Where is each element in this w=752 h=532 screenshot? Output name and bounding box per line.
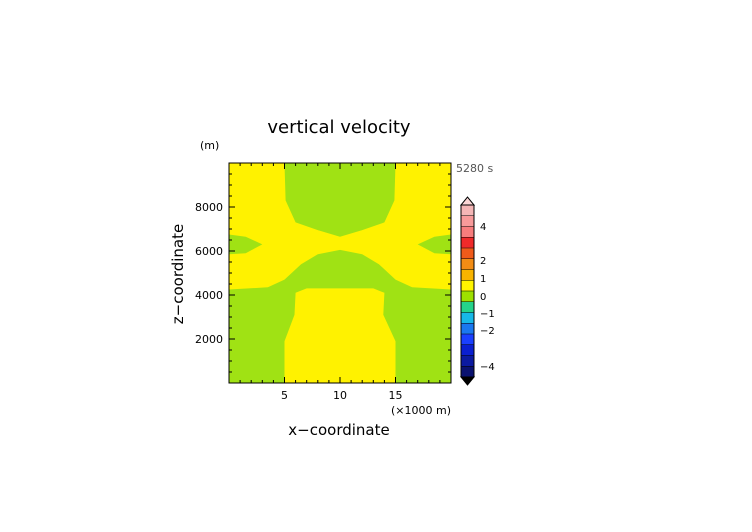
colorbar-bin [461,237,474,249]
colorbar-label: −4 [480,362,495,373]
x-axis-title: x−coordinate [288,421,389,439]
colorbar-label: 4 [480,222,486,233]
plot-area: 5 10 15 2000 4000 6000 8000 [195,162,452,402]
colorbar: 4 2 1 0 −1 −2 −4 [459,196,495,386]
colorbar-bottom-arrow [459,376,476,386]
y-tick-label: 8000 [195,201,223,214]
y-tick-label: 2000 [195,333,223,346]
y-tick-label: 6000 [195,245,223,258]
y-axis-title: z−coordinate [169,224,187,324]
region-left-mid-green [229,234,263,255]
colorbar-bin [461,301,474,313]
colorbar-bin [461,323,474,335]
colorbar-label: 2 [480,256,486,267]
colorbar-label: −1 [480,309,495,320]
chart-title: vertical velocity [267,117,411,138]
colorbar-bin [461,226,474,238]
colorbar-label: 0 [480,292,486,303]
y-unit-label: (m) [200,139,219,152]
colorbar-bin [461,269,474,281]
colorbar-bin [461,291,474,303]
colorbar-bin [461,355,474,367]
x-tick-label: 10 [333,389,347,402]
colorbar-bin [461,258,474,270]
region-middle-green-band [229,249,451,383]
x-unit-label: (×1000 m) [391,404,451,417]
colorbar-bin [461,248,474,260]
x-tick-label: 5 [281,389,288,402]
colorbar-bin [461,312,474,324]
colorbar-top-arrow [459,196,476,206]
colorbar-bin [461,280,474,292]
colorbar-bin [461,205,474,217]
colorbar-bin [461,334,474,346]
colorbar-label: 1 [480,274,486,285]
colorbar-bin [461,344,474,356]
axis-ticks: 5 10 15 2000 4000 6000 8000 [195,163,451,402]
region-right-mid-green [417,234,451,255]
x-tick-label: 15 [389,389,403,402]
y-tick-label: 4000 [195,289,223,302]
colorbar-bin [461,215,474,227]
region-top-center-green [284,163,396,237]
colorbar-bin [461,366,474,378]
colorbar-label: −2 [480,326,495,337]
velocity-regions [229,163,451,383]
time-label: 5280 s [456,162,493,175]
